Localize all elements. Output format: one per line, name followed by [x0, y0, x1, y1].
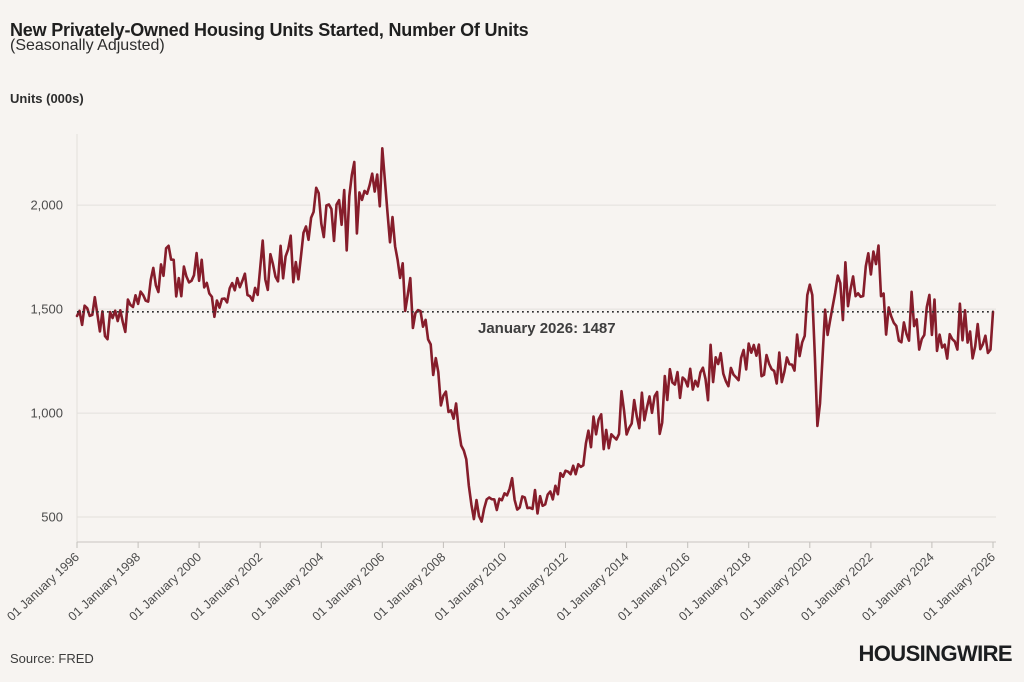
y-tick-label: 2,000 [30, 198, 63, 213]
y-tick-label: 500 [41, 510, 63, 525]
y-tick-label: 1,500 [30, 302, 63, 317]
source-note: Source: FRED [10, 651, 94, 666]
y-axis-title: Units (000s) [10, 91, 84, 106]
chart-title: New Privately-Owned Housing Units Starte… [10, 20, 529, 41]
series-line [75, 147, 995, 523]
annotation-label: January 2026: 1487 [478, 320, 616, 337]
y-tick-label: 1,000 [30, 406, 63, 421]
chart-subtitle: (Seasonally Adjusted) [10, 37, 165, 54]
housingwire-logo: HOUSINGWIRE [858, 641, 1012, 666]
